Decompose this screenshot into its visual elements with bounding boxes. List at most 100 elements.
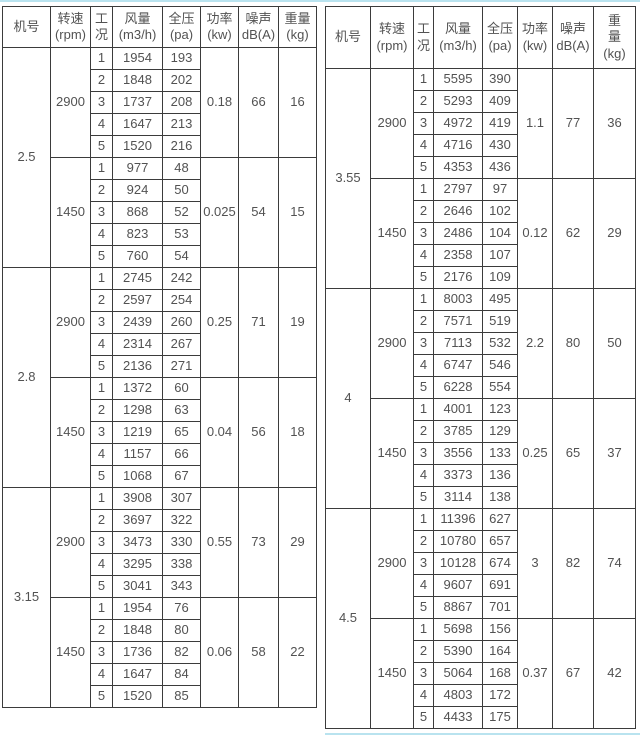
rpm-cell: 1450 (370, 178, 414, 289)
power-cell: 0.18 (200, 47, 239, 158)
pressure-cell: 532 (482, 332, 518, 355)
noise-cell: 54 (238, 157, 279, 268)
header-noise: 噪声 dB(A) (552, 6, 594, 69)
pressure-cell: 267 (162, 333, 201, 356)
power-cell: 0.025 (200, 157, 239, 268)
noise-cell: 62 (552, 178, 594, 289)
weight-cell: 36 (593, 68, 636, 179)
pressure-cell: 657 (482, 530, 518, 553)
airflow-cell: 1848 (112, 619, 163, 642)
airflow-cell: 823 (112, 223, 163, 246)
table-row: 4 3295 338 (3, 553, 317, 576)
case-cell: 1 (90, 597, 113, 620)
spec-table-right: 机号 转速 (rpm) 工 况风量 (m3/h) 全压 (pa) 功率 (kw) 噪声 d… (325, 6, 636, 729)
table-row: 2 3697 322 (3, 509, 317, 532)
pressure-cell: 172 (482, 684, 518, 707)
case-cell: 1 (413, 288, 434, 311)
table-row: 4 6747 546 (326, 354, 636, 377)
pressure-cell: 430 (482, 134, 518, 157)
case-cell: 5 (413, 156, 434, 179)
pressure-cell: 136 (482, 464, 518, 487)
table-row: 4 2358 107 (326, 244, 636, 267)
rpm-cell: 2900 (370, 508, 414, 619)
pressure-cell: 129 (482, 420, 518, 443)
table-row: 4 823 53 (3, 223, 317, 246)
case-cell: 5 (90, 355, 113, 378)
airflow-cell: 868 (112, 201, 163, 224)
table-row: 3 3556 133 (326, 442, 636, 465)
table-row: 2 1848 80 (3, 619, 317, 642)
pressure-cell: 627 (482, 508, 518, 531)
pressure-cell: 52 (162, 201, 201, 224)
power-cell: 1.1 (517, 68, 553, 179)
pressure-cell: 213 (162, 113, 201, 136)
table-row: 3 5064 168 (326, 662, 636, 685)
pressure-cell: 82 (162, 641, 201, 664)
pressure-cell: 138 (482, 486, 518, 509)
pressure-cell: 338 (162, 553, 201, 576)
pressure-cell: 123 (482, 398, 518, 421)
rpm-cell: 1450 (370, 618, 414, 729)
rpm-cell: 1450 (370, 398, 414, 509)
rpm-cell: 2900 (50, 487, 91, 598)
table-row: 1450 1 1372 60 0.04 56 18 (3, 377, 317, 488)
weight-cell: 22 (278, 597, 317, 708)
pressure-cell: 65 (162, 421, 201, 444)
power-cell: 2.2 (517, 288, 553, 399)
case-cell: 2 (413, 310, 434, 333)
pressure-cell: 495 (482, 288, 518, 311)
noise-cell: 73 (238, 487, 279, 598)
pressure-cell: 216 (162, 135, 201, 158)
header-model: 机号 (325, 6, 371, 69)
case-cell: 5 (90, 135, 113, 158)
noise-cell: 71 (238, 267, 279, 378)
airflow-cell: 4353 (433, 156, 483, 179)
table-row: 2.5 2900 1 1954 193 0.18 66 16 (2, 47, 317, 268)
pressure-cell: 67 (162, 465, 201, 488)
table-row: 5 3114 138 (326, 486, 636, 509)
case-cell: 5 (413, 486, 434, 509)
case-cell: 3 (90, 421, 113, 444)
header-weight: 重量 (kg) (278, 6, 317, 48)
case-cell: 4 (413, 464, 434, 487)
airflow-cell: 7113 (433, 332, 483, 355)
pressure-cell: 168 (482, 662, 518, 685)
model-cell: 4.5 (325, 508, 371, 729)
weight-cell: 16 (278, 47, 317, 158)
pressure-cell: 63 (162, 399, 201, 422)
case-cell: 2 (90, 289, 113, 312)
airflow-cell: 10128 (433, 552, 483, 575)
weight-cell: 18 (278, 377, 317, 488)
table-row: 3 2486 104 (326, 222, 636, 245)
pressure-cell: 102 (482, 200, 518, 223)
table-row: 4 4803 172 (326, 684, 636, 707)
table-row: 4.5 2900 1 11396 627 3 82 74 (325, 508, 636, 729)
weight-cell: 29 (278, 487, 317, 598)
power-cell: 3 (517, 508, 553, 619)
weight-cell: 15 (278, 157, 317, 268)
table-row: 2 5390 164 (326, 640, 636, 663)
pressure-cell: 254 (162, 289, 201, 312)
airflow-cell: 1520 (112, 685, 163, 708)
case-cell: 4 (90, 223, 113, 246)
airflow-cell: 3373 (433, 464, 483, 487)
noise-cell: 66 (238, 47, 279, 158)
table-row: 3 1736 82 (3, 641, 317, 664)
case-cell: 2 (413, 530, 434, 553)
header-power: 功率 (kw) (200, 6, 239, 48)
case-cell: 5 (90, 575, 113, 598)
pressure-cell: 107 (482, 244, 518, 267)
pressure-cell: 53 (162, 223, 201, 246)
noise-cell: 58 (238, 597, 279, 708)
table-row: 5 760 54 (3, 245, 317, 268)
header-case: 工 况 (90, 6, 113, 48)
airflow-cell: 2745 (112, 267, 163, 290)
airflow-cell: 5064 (433, 662, 483, 685)
airflow-cell: 3908 (112, 487, 163, 510)
weight-cell: 50 (593, 288, 636, 399)
airflow-cell: 1647 (112, 663, 163, 686)
spec-table-left: 机号 转速 (rpm) 工 况风量 (m3/h) 全压 (pa) 功率 (kw) 噪声 d… (2, 6, 317, 708)
airflow-cell: 4803 (433, 684, 483, 707)
table-row: 4 2314 267 (3, 333, 317, 356)
header-row: 机号 转速 (rpm) 工 况风量 (m3/h) 全压 (pa) 功率 (kw) 噪声 d… (2, 6, 317, 48)
